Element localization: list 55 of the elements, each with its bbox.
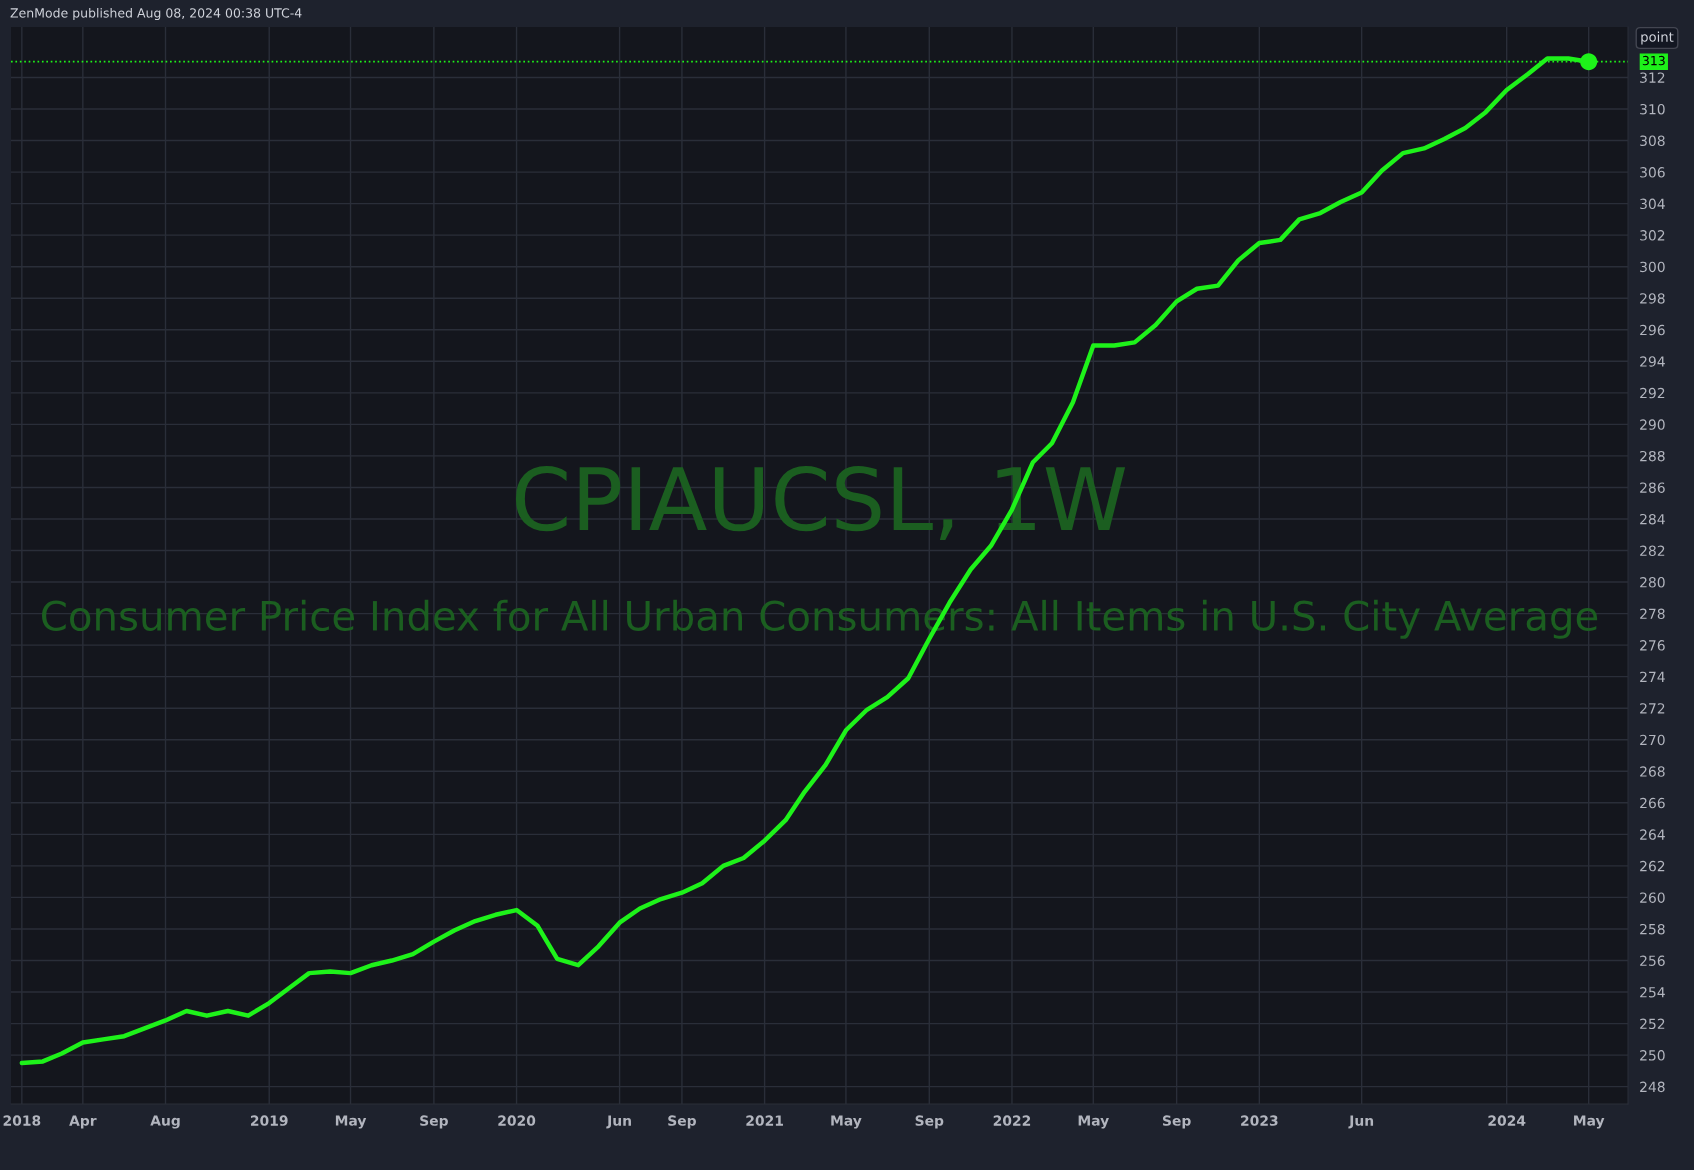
- y-tick-label: 288: [1640, 450, 1665, 462]
- y-tick-label: 268: [1640, 766, 1665, 777]
- ref-line-label: 313: [1642, 55, 1665, 66]
- x-tick-label: May: [831, 1115, 862, 1129]
- y-tick-label: 304: [1640, 198, 1665, 210]
- y-tick-label: 276: [1640, 640, 1665, 651]
- y-tick-label: 298: [1640, 293, 1665, 304]
- y-tick-label: 296: [1640, 324, 1665, 336]
- x-tick-label: Apr: [69, 1115, 97, 1129]
- y-tick-label: 266: [1640, 797, 1665, 809]
- x-tick-label: Jun: [1348, 1115, 1374, 1129]
- y-tick-label: 254: [1640, 987, 1665, 998]
- y-tick-label: 250: [1640, 1050, 1665, 1061]
- y-tick-label: 258: [1640, 923, 1665, 935]
- x-tick-label: Aug: [150, 1115, 180, 1129]
- y-tick-label: 270: [1640, 734, 1665, 746]
- y-tick-label: 300: [1640, 261, 1665, 273]
- y-tick-label: 264: [1640, 829, 1665, 840]
- x-tick-label: 2019: [250, 1115, 288, 1126]
- y-tick-label: 256: [1640, 955, 1665, 966]
- y-tick-label: 248: [1640, 1081, 1665, 1093]
- y-tick-label: 272: [1640, 703, 1665, 714]
- y-tick-label: 278: [1640, 608, 1665, 620]
- x-tick-label: May: [1078, 1115, 1109, 1129]
- x-tick-label: Jun: [606, 1115, 631, 1129]
- y-tick-label: 286: [1640, 482, 1665, 493]
- x-tick-label: 2021: [746, 1115, 783, 1126]
- x-tick-label: 2020: [498, 1115, 536, 1126]
- x-tick-label: May: [335, 1115, 367, 1129]
- y-tick-label: 290: [1640, 419, 1665, 430]
- x-tick-label: May: [1574, 1115, 1605, 1129]
- y-tick-label: 260: [1640, 892, 1665, 903]
- y-tick-label: 252: [1640, 1018, 1665, 1030]
- x-tick-label: Sep: [1162, 1115, 1191, 1129]
- y-tick-label: 302: [1640, 230, 1665, 241]
- y-tick-label: 274: [1640, 671, 1665, 682]
- y-tick-label: 294: [1640, 356, 1665, 367]
- y-tick-label: 310: [1640, 103, 1665, 115]
- x-tick-label: 2022: [993, 1115, 1031, 1126]
- x-tick-label: 2018: [3, 1115, 41, 1126]
- y-tick-label: 312: [1640, 72, 1665, 83]
- y-tick-label: 280: [1640, 577, 1665, 588]
- x-tick-label: Sep: [915, 1115, 944, 1129]
- y-tick-label: 262: [1640, 860, 1665, 872]
- y-tick-label: 292: [1640, 387, 1665, 399]
- y-tick-label: 282: [1640, 545, 1665, 556]
- x-tick-label: 2023: [1241, 1115, 1278, 1126]
- text: point: [1641, 31, 1674, 45]
- x-tick-label: Sep: [668, 1115, 696, 1129]
- y-tick-label: 284: [1640, 513, 1665, 525]
- x-tick-label: 2024: [1488, 1115, 1526, 1126]
- y-tick-label: 306: [1640, 167, 1665, 178]
- y-tick-label: 308: [1640, 135, 1665, 147]
- text: ZenMode published Aug 08, 2024 00:38 UTC-4: [10, 7, 302, 21]
- x-tick-label: Sep: [420, 1115, 448, 1129]
